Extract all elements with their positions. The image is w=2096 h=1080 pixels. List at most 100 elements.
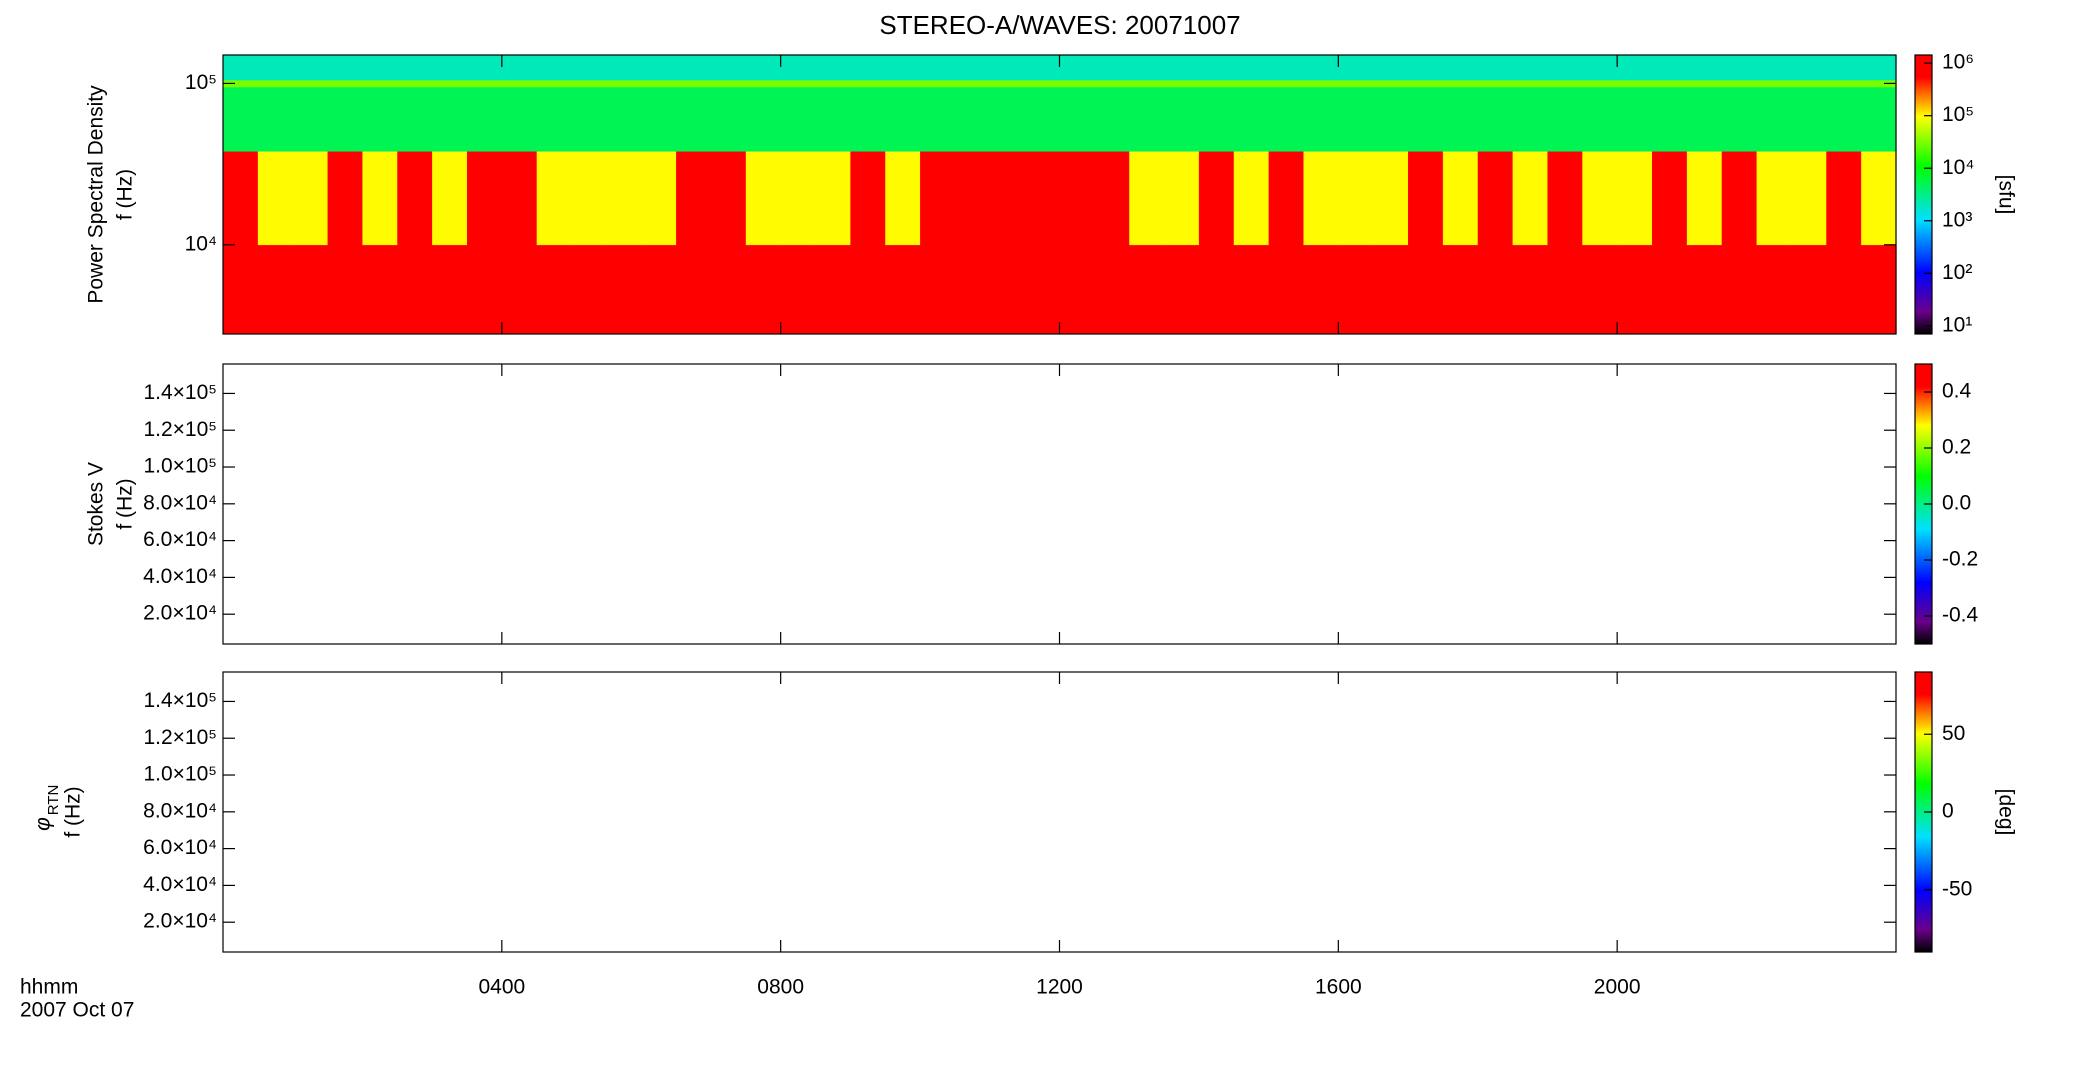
heatmap-cell bbox=[1547, 79, 1583, 88]
heatmap-cell bbox=[780, 87, 817, 152]
heatmap-cell bbox=[641, 55, 677, 81]
colorbar-tick-label: -0.2 bbox=[1942, 548, 1978, 571]
heatmap-cell bbox=[397, 55, 433, 81]
heatmap-cell bbox=[1164, 79, 1200, 88]
heatmap-cell bbox=[1268, 79, 1305, 88]
heatmap-cell bbox=[1652, 151, 1688, 246]
heatmap-cell bbox=[1164, 151, 1200, 246]
heatmap-cell bbox=[1686, 79, 1723, 88]
colorbar-label: [sfu] bbox=[1994, 175, 2017, 215]
colorbar-tick-label: -0.4 bbox=[1942, 604, 1979, 627]
heatmap-cell bbox=[745, 79, 782, 88]
heatmap-cell bbox=[1408, 79, 1444, 88]
colorbar-tick-label: 10³ bbox=[1942, 208, 1972, 231]
heatmap-cell bbox=[676, 244, 712, 335]
heatmap-cell bbox=[327, 79, 364, 88]
y-tick-label: 6.0×10⁴ bbox=[143, 528, 217, 551]
heatmap-cell bbox=[1303, 244, 1339, 335]
heatmap-cell bbox=[641, 151, 677, 246]
heatmap-cell bbox=[292, 55, 329, 81]
heatmap-cell bbox=[1338, 55, 1374, 81]
heatmap-cell bbox=[1268, 244, 1305, 335]
heatmap-cell bbox=[1547, 151, 1583, 246]
y-axis-subscript: RTN bbox=[45, 785, 62, 816]
heatmap-cell bbox=[885, 244, 921, 335]
heatmap-cell bbox=[989, 151, 1026, 246]
heatmap-cell bbox=[1024, 87, 1061, 152]
heatmap-cell bbox=[1826, 87, 1862, 152]
heatmap-cell bbox=[1582, 79, 1618, 88]
heatmap-cell bbox=[1268, 87, 1305, 152]
heatmap-cell bbox=[292, 151, 329, 246]
heatmap-cell bbox=[1408, 55, 1444, 81]
heatmap-cell bbox=[432, 87, 468, 152]
colorbar-tick-label: 0.2 bbox=[1942, 436, 1971, 459]
heatmap-cell bbox=[536, 55, 573, 81]
heatmap-cell bbox=[1059, 87, 1095, 152]
heatmap-cell bbox=[1791, 87, 1827, 152]
heatmap-cell bbox=[1442, 151, 1479, 246]
heatmap-cell bbox=[1791, 55, 1827, 81]
heatmap-cell bbox=[1024, 151, 1061, 246]
heatmap-cell bbox=[1094, 55, 1130, 81]
colorbar-tick-label: 0 bbox=[1942, 800, 1954, 823]
heatmap-cell bbox=[1512, 87, 1549, 152]
heatmap-cell bbox=[954, 151, 991, 246]
heatmap-cell bbox=[1652, 55, 1688, 81]
heatmap-cell bbox=[1756, 87, 1793, 152]
heatmap-cell bbox=[850, 87, 886, 152]
heatmap-cell bbox=[1303, 55, 1339, 81]
heatmap-cell bbox=[745, 151, 782, 246]
heatmap-cell bbox=[1442, 87, 1479, 152]
y-tick-label: 1.2×10⁵ bbox=[143, 418, 217, 441]
heatmap-cell bbox=[1408, 244, 1444, 335]
heatmap-cell bbox=[641, 79, 677, 88]
x-tick-label: 0800 bbox=[757, 976, 804, 999]
heatmap-cell bbox=[920, 79, 956, 88]
y-tick-label: 8.0×10⁴ bbox=[143, 491, 217, 514]
heatmap-cell bbox=[1233, 87, 1270, 152]
heatmap-cell bbox=[1826, 79, 1862, 88]
heatmap-cell bbox=[362, 151, 398, 246]
heatmap-cell bbox=[780, 244, 817, 335]
heatmap-cell bbox=[989, 55, 1026, 81]
heatmap-cell bbox=[1791, 79, 1827, 88]
heatmap-cell bbox=[710, 151, 747, 246]
heatmap-cell bbox=[1547, 87, 1583, 152]
heatmap-cell bbox=[606, 244, 642, 335]
heatmap-cell bbox=[606, 87, 642, 152]
heatmap-cell bbox=[1652, 79, 1688, 88]
heatmap-cell bbox=[536, 79, 573, 88]
heatmap-cell bbox=[885, 79, 921, 88]
colorbar-label: [deg] bbox=[1994, 789, 2017, 836]
heatmap-cell bbox=[815, 79, 851, 88]
heatmap-cell bbox=[1059, 79, 1095, 88]
heatmap-cell bbox=[920, 87, 956, 152]
heatmap-cell bbox=[1198, 151, 1235, 246]
heatmap-cell bbox=[815, 55, 851, 81]
heatmap-cell bbox=[1442, 55, 1479, 81]
colorbar-tick-label: -50 bbox=[1942, 877, 1972, 900]
heatmap-cell bbox=[327, 55, 364, 81]
heatmap-cell bbox=[641, 244, 677, 335]
heatmap-cell bbox=[257, 244, 294, 335]
heatmap-cell bbox=[1268, 55, 1305, 81]
y-tick-label: 4.0×10⁴ bbox=[143, 873, 217, 896]
heatmap-cell bbox=[1373, 151, 1409, 246]
heatmap-cell bbox=[466, 151, 503, 246]
heatmap-cell bbox=[676, 55, 712, 81]
panel-frame bbox=[222, 671, 1897, 953]
heatmap-cell bbox=[885, 87, 921, 152]
heatmap-cell bbox=[1582, 244, 1618, 335]
heatmap-cell bbox=[327, 151, 364, 246]
heatmap-cell bbox=[745, 244, 782, 335]
heatmap-cell bbox=[1861, 87, 1897, 152]
heatmap-cell bbox=[1129, 79, 1165, 88]
heatmap-cell bbox=[1721, 244, 1758, 335]
heatmap-cell bbox=[1198, 244, 1235, 335]
heatmap-cell bbox=[780, 55, 817, 81]
heatmap-cell bbox=[885, 151, 921, 246]
heatmap-cell bbox=[1442, 79, 1479, 88]
heatmap-cell bbox=[501, 244, 538, 335]
